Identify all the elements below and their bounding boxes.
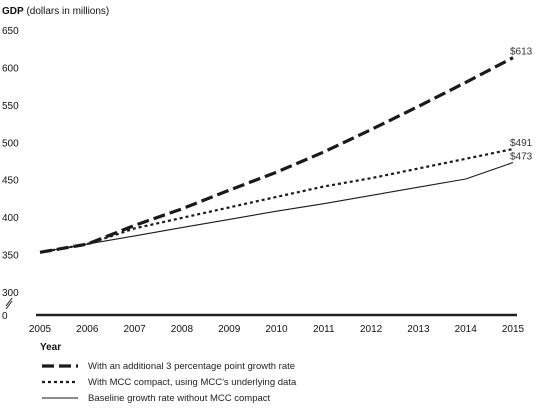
x-axis-label: Year: [40, 342, 61, 353]
y-tick-label: 550: [2, 101, 19, 112]
x-tick-label: 2010: [265, 324, 288, 335]
legend: With an additional 3 percentage point gr…: [42, 361, 297, 404]
y-tick-label: 500: [2, 138, 19, 149]
legend-label: With MCC compact, using MCC's underlying…: [88, 377, 297, 388]
y-tick-label: 450: [2, 176, 19, 187]
series-end-label: $613: [510, 47, 533, 58]
x-tick-label: 2009: [218, 324, 241, 335]
x-tick-label: 2008: [171, 324, 194, 335]
series-end-label: $473: [510, 151, 533, 162]
y-tick-label: 300: [2, 288, 19, 299]
x-tick-label: 2015: [502, 324, 525, 335]
x-tick-label: 2014: [455, 324, 478, 335]
y-tick-label: 600: [2, 63, 19, 74]
x-tick-label: 2005: [29, 324, 52, 335]
series-line: [39, 56, 514, 254]
y-axis-ticks: 0 300 350 400 450 500 550 600 650: [2, 26, 19, 322]
series-line: [39, 161, 514, 253]
chart-title-bold: GDP: [2, 6, 24, 17]
x-tick-label: 2013: [407, 324, 430, 335]
axis-break-mark: [5, 300, 13, 310]
y-tick-label: 0: [2, 311, 8, 322]
y-tick-label: 400: [2, 213, 19, 224]
x-tick-label: 2011: [313, 324, 335, 335]
series-line: [39, 147, 514, 254]
x-axis-ticks: 2005 2006 2007 2008 2009 2010 2011 2012 2013 2014…: [29, 324, 525, 335]
x-tick-label: 2012: [360, 324, 383, 335]
x-tick-label: 2007: [123, 324, 146, 335]
legend-label: With an additional 3 percentage point gr…: [88, 361, 295, 372]
y-axis-break: [5, 297, 13, 310]
end-labels: $613 $491 $473: [510, 47, 533, 163]
y-tick-label: 350: [2, 251, 19, 262]
legend-label: Baseline growth rate without MCC compact: [88, 393, 271, 404]
axis-break-mark: [5, 297, 13, 307]
chart-title-rest: (dollars in millions): [24, 6, 110, 17]
x-tick-label: 2006: [76, 324, 99, 335]
y-tick-label: 650: [2, 26, 19, 37]
chart-title: GDP (dollars in millions): [2, 6, 109, 17]
series-group: [39, 56, 514, 254]
series-end-label: $491: [510, 138, 533, 149]
